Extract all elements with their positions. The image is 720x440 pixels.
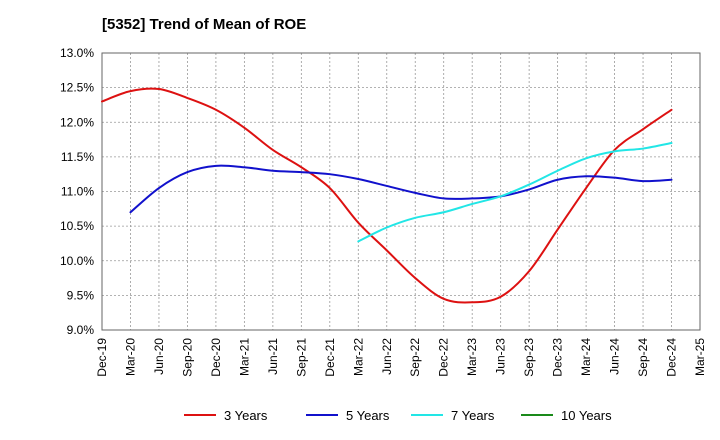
x-tick-label: Dec-20: [209, 338, 223, 377]
x-tick-label: Mar-22: [351, 338, 365, 376]
x-tick-label: Jun-22: [380, 338, 394, 375]
y-tick-label: 9.0%: [67, 323, 95, 337]
x-tick-label: Sep-20: [180, 338, 194, 377]
x-axis-ticks: Dec-19 Mar-20 Jun-20 Sep-20 Dec-20 Mar-21 Jun-…: [95, 338, 707, 377]
x-tick-label: Dec-22: [437, 338, 451, 377]
y-tick-label: 11.0%: [61, 185, 94, 199]
series-lines: [101, 87, 673, 304]
x-tick-label: Mar-25: [693, 338, 707, 376]
x-tick-label: Jun-23: [494, 338, 508, 375]
x-tick-label: Sep-23: [522, 338, 536, 377]
plot-background: [102, 53, 700, 330]
x-tick-label: Dec-23: [551, 338, 565, 377]
x-tick-label: Sep-21: [294, 338, 308, 377]
plot-area: [101, 52, 701, 331]
x-tick-label: Dec-19: [95, 338, 109, 377]
legend-label-3y: 3 Years: [224, 408, 268, 423]
y-tick-label: 13.0%: [60, 46, 94, 60]
y-tick-label: 10.0%: [60, 254, 94, 268]
legend: 3 Years 5 Years 7 Years 10 Years: [184, 408, 612, 423]
x-tick-label: Jun-21: [266, 338, 280, 375]
series-line-5y: [129, 164, 673, 214]
x-tick-label: Jun-24: [608, 338, 622, 375]
x-tick-label: Jun-20: [152, 338, 166, 375]
x-tick-label: Sep-24: [636, 338, 650, 377]
y-tick-label: 10.5%: [60, 219, 94, 233]
y-tick-label: 12.5%: [60, 81, 94, 95]
x-tick-label: Mar-24: [579, 338, 593, 376]
legend-label-7y: 7 Years: [451, 408, 495, 423]
y-tick-label: 11.5%: [61, 150, 94, 164]
y-tick-label: 12.0%: [60, 115, 94, 129]
series-line-7y: [357, 142, 673, 243]
x-tick-label: Sep-22: [408, 338, 422, 377]
x-tick-label: Mar-21: [237, 338, 251, 376]
legend-label-5y: 5 Years: [346, 408, 390, 423]
x-tick-label: Dec-24: [665, 338, 679, 377]
y-axis-ticks: 9.0% 9.5% 10.0% 10.5% 11.0% 11.5% 12.0% 12.5% 13…: [60, 46, 94, 337]
plot-border: [101, 52, 701, 331]
legend-label-10y: 10 Years: [561, 408, 612, 423]
chart-title: [5352] Trend of Mean of ROE: [102, 16, 306, 33]
x-tick-label: Mar-23: [465, 338, 479, 376]
x-tick-label: Dec-21: [323, 338, 337, 377]
x-tick-label: Mar-20: [123, 338, 137, 376]
y-tick-label: 9.5%: [67, 288, 95, 302]
series-line-3y: [101, 87, 673, 304]
